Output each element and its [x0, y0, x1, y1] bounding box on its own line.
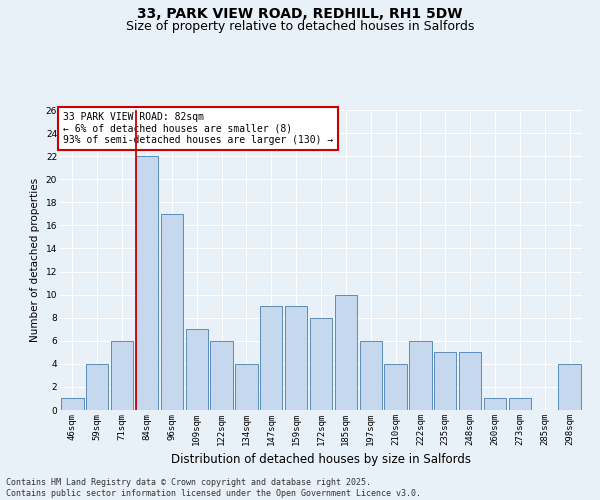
Text: Size of property relative to detached houses in Salfords: Size of property relative to detached ho…: [126, 20, 474, 33]
Bar: [335, 294, 357, 410]
Bar: [484, 398, 506, 410]
Bar: [509, 398, 531, 410]
Bar: [559, 364, 581, 410]
Bar: [185, 329, 208, 410]
Bar: [359, 341, 382, 410]
Bar: [86, 364, 109, 410]
Bar: [459, 352, 481, 410]
Text: 33 PARK VIEW ROAD: 82sqm
← 6% of detached houses are smaller (8)
93% of semi-det: 33 PARK VIEW ROAD: 82sqm ← 6% of detache…: [62, 112, 333, 144]
Text: Contains HM Land Registry data © Crown copyright and database right 2025.
Contai: Contains HM Land Registry data © Crown c…: [6, 478, 421, 498]
Bar: [235, 364, 257, 410]
Bar: [260, 306, 283, 410]
Bar: [136, 156, 158, 410]
Bar: [111, 341, 133, 410]
Bar: [385, 364, 407, 410]
Bar: [161, 214, 183, 410]
Bar: [434, 352, 457, 410]
Bar: [211, 341, 233, 410]
Bar: [285, 306, 307, 410]
Bar: [409, 341, 431, 410]
Text: 33, PARK VIEW ROAD, REDHILL, RH1 5DW: 33, PARK VIEW ROAD, REDHILL, RH1 5DW: [137, 8, 463, 22]
Text: Distribution of detached houses by size in Salfords: Distribution of detached houses by size …: [171, 452, 471, 466]
Y-axis label: Number of detached properties: Number of detached properties: [30, 178, 40, 342]
Bar: [61, 398, 83, 410]
Bar: [310, 318, 332, 410]
